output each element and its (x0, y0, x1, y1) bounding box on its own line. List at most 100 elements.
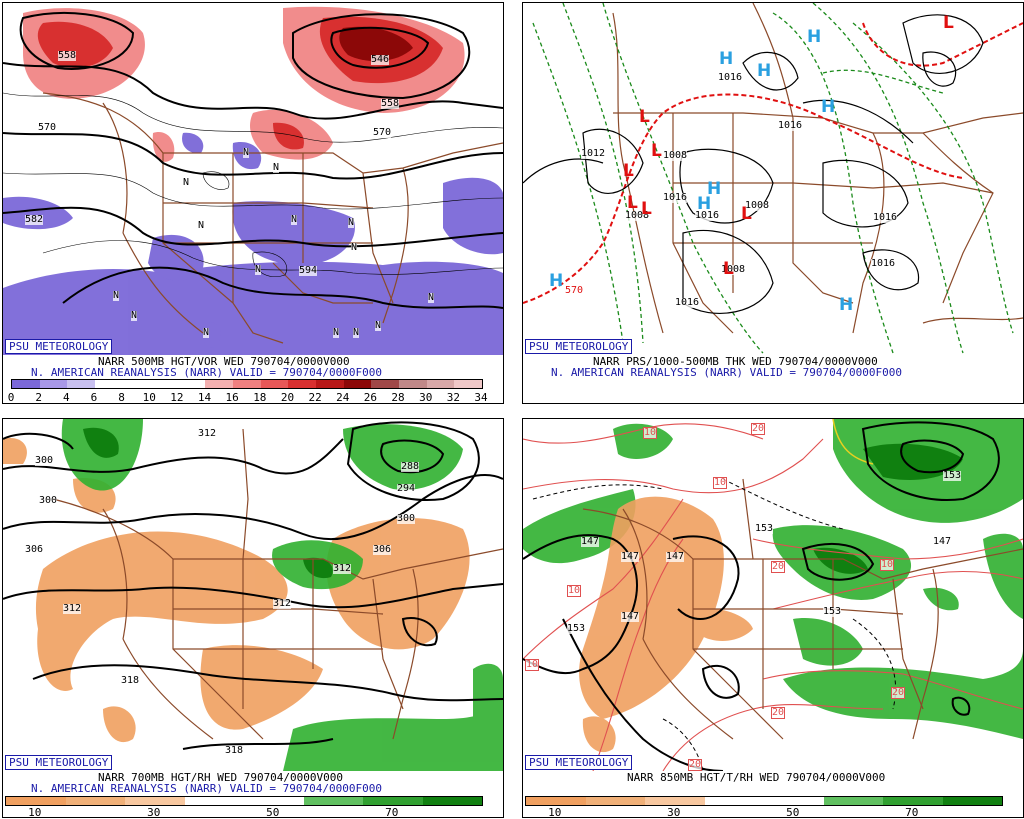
colorbar-segment (177, 380, 206, 388)
contour-label: 153 (567, 623, 586, 634)
high-pressure-symbol: H (707, 179, 722, 199)
temp-label-boxed: 20 (751, 423, 766, 435)
contour-label: 153 (755, 523, 774, 534)
vort-n-label: N (353, 327, 360, 338)
colorbar-segment (303, 797, 363, 805)
rh-colorbar (5, 796, 483, 806)
contour-label: 318 (225, 745, 244, 756)
isobar-label: 1012 (581, 148, 606, 159)
colorbar-tick-label: 30 (419, 391, 433, 404)
colorbar-segment (823, 797, 883, 805)
colorbar-segment (244, 797, 304, 805)
map-title: NARR 500MB HGT/VOR WED 790704/0000V000 (98, 355, 350, 368)
temp-label-boxed: 20 (891, 687, 906, 699)
low-pressure-symbol: L (741, 204, 752, 224)
vort-n-label: N (333, 327, 340, 338)
colorbar-segment (65, 797, 125, 805)
contour-label: 147 (933, 536, 952, 547)
colorbar-segment (205, 380, 234, 388)
vort-n-label: N (203, 327, 210, 338)
850mb-t-rh-map (523, 419, 1023, 771)
colorbar-tick-label: 0 (7, 391, 15, 404)
panel-pressure-thickness: 1016 1012 1008 1016 1016 1008 1008 1016 … (522, 2, 1024, 404)
vort-n-label: N (183, 177, 190, 188)
colorbar-ticks: 1030507090 (525, 806, 1001, 818)
psu-meteorology-badge: PSU METEOROLOGY (5, 755, 113, 770)
contour-label: 294 (397, 483, 416, 494)
rh-colorbar (525, 796, 1003, 806)
contour-label: 570 (38, 122, 57, 133)
colorbar-ticks: 1030507090 (5, 806, 481, 818)
colorbar-tick-label: 70 (905, 806, 919, 818)
psu-meteorology-badge: PSU METEOROLOGY (525, 755, 633, 770)
isobar-label: 1008 (625, 210, 650, 221)
colorbar-tick-label: 10 (548, 806, 562, 818)
contour-label: 570 (373, 127, 392, 138)
temp-label-boxed: 10 (713, 477, 728, 489)
contour-label: 312 (273, 598, 292, 609)
colorbar-segment (883, 797, 943, 805)
vort-n-label: N (243, 147, 250, 158)
low-pressure-symbol: L (641, 199, 652, 219)
contour-label: 558 (381, 98, 400, 109)
colorbar-tick-label: 28 (391, 391, 405, 404)
high-pressure-symbol: H (719, 49, 734, 69)
temp-label-boxed: 20 (771, 561, 786, 573)
colorbar-tick-label: 22 (308, 391, 322, 404)
colorbar-segment (260, 380, 289, 388)
map-subtitle: N. AMERICAN REANALYSIS (NARR) VALID = 79… (31, 366, 382, 379)
isobar-label: 1008 (663, 150, 688, 161)
contour-label: 546 (371, 54, 390, 65)
high-pressure-symbol: H (807, 27, 822, 47)
colorbar-tick-label: 26 (363, 391, 378, 404)
map-title: NARR PRS/1000-500MB THK WED 790704/0000V… (593, 355, 878, 368)
colorbar-tick-label: 34 (474, 391, 488, 404)
isobar-label: 1016 (663, 192, 688, 203)
contour-label: 300 (397, 513, 416, 524)
colorbar-segment (39, 380, 68, 388)
panel-500mb-vorticity: 558 546 570 558 570 582 594 N N N N N N … (2, 2, 504, 404)
vort-n-label: N (113, 290, 120, 301)
colorbar-tick-label: 2 (35, 391, 42, 404)
colorbar-segment (343, 380, 372, 388)
temp-label-boxed: 10 (643, 427, 658, 439)
vort-n-label: N (273, 162, 280, 173)
vort-n-label: N (291, 214, 298, 225)
temp-label-boxed: 20 (688, 759, 703, 771)
contour-label: 300 (39, 495, 58, 506)
psu-meteorology-badge: PSU METEOROLOGY (5, 339, 113, 354)
isobar-label: 1008 (721, 264, 746, 275)
colorbar-segment (645, 797, 705, 805)
colorbar-tick-label: 10 (28, 806, 42, 818)
colorbar-tick-label: 16 (225, 391, 239, 404)
colorbar-segment (363, 797, 423, 805)
colorbar-tick-label: 24 (336, 391, 350, 404)
colorbar-ticks: 0 2 4 6 8 10 12 14 16 18 20 22 24 26 28 30 32 34 (7, 391, 488, 404)
panel-850mb-t-rh: 147 147 147 153 147 153 153 147 153 10 1… (522, 418, 1024, 818)
colorbar-segment (67, 380, 95, 388)
contour-label: 147 (581, 536, 600, 547)
map-subtitle: N. AMERICAN REANALYSIS (NARR) VALID = 79… (551, 366, 902, 379)
colorbar-segment (316, 380, 344, 388)
colorbar-tick-label: 6 (90, 391, 98, 404)
low-pressure-symbol: L (639, 107, 650, 127)
vort-n-label: N (428, 292, 435, 303)
colorbar-segment (125, 797, 185, 805)
colorbar-tick-label: 50 (266, 806, 280, 818)
colorbar-segment (150, 380, 178, 388)
colorbar-segment (288, 380, 317, 388)
vort-n-label: N (348, 217, 355, 228)
colorbar-segment (426, 380, 455, 388)
colorbar-segment (764, 797, 824, 805)
low-pressure-symbol: L (627, 193, 638, 213)
contour-label: 312 (63, 603, 82, 614)
colorbar-tick-label: 30 (667, 806, 681, 818)
map-title: NARR 700MB HGT/RH WED 790704/0000V000 (98, 771, 344, 784)
colorbar-segment (422, 797, 482, 805)
temp-label-boxed: 10 (880, 559, 895, 571)
isobar-label: 1016 (871, 258, 896, 269)
panel-700mb-rh: 300 300 306 312 318 318 312 306 300 294 … (2, 418, 504, 818)
vort-n-label: N (375, 320, 382, 331)
isobar-label: 1008 (745, 200, 770, 211)
temp-label-boxed: 10 (525, 659, 540, 671)
